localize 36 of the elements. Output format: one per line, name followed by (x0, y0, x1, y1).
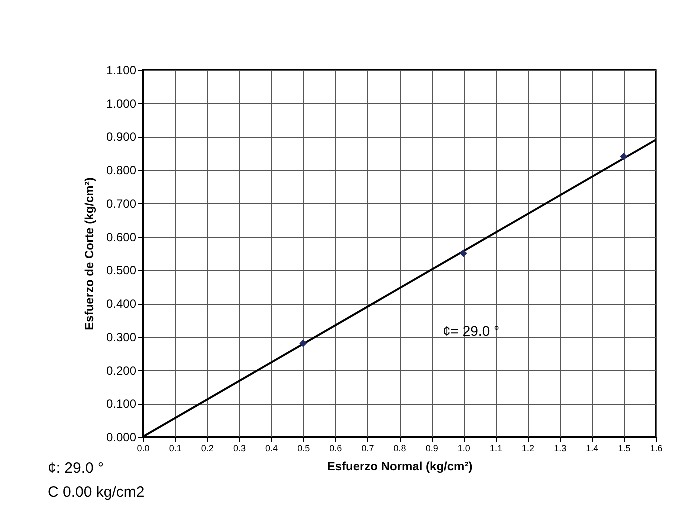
x-tick-label: 0.3 (233, 444, 246, 454)
x-tick-label: 0.5 (298, 444, 310, 454)
point (620, 153, 628, 160)
text: C 0.00 kg/cm2 (48, 484, 145, 501)
x-tick-label: 0.1 (169, 444, 182, 454)
y-tick-label: 0.400 (106, 297, 137, 312)
x-axis-title: Esfuerzo Normal (kg/cm²) (327, 460, 473, 474)
x-tick-label: 1.0 (458, 444, 470, 454)
y-tick-label: 0.900 (106, 130, 137, 144)
x-tick-label: 0.2 (201, 444, 214, 454)
x-tick-label: 1.6 (650, 444, 663, 454)
y-tick-label: 0.800 (106, 164, 137, 178)
x-tick-label: 1.3 (554, 444, 567, 454)
x-tick-label: 1.2 (522, 444, 535, 454)
x-tick-label: 0.4 (265, 444, 278, 454)
x-tick-label: 0.0 (137, 444, 150, 454)
y-tick-label: 0.000 (106, 430, 137, 444)
y-tick-label: 0.600 (106, 230, 137, 244)
x-tick-label: 0.8 (394, 444, 406, 454)
y-tick-label: 1.000 (106, 96, 137, 111)
y-tick-label: 0.700 (106, 196, 137, 211)
text: ¢: 29.0 ° (48, 460, 104, 477)
x-tick-label: 1.4 (586, 444, 599, 454)
x-tick-label: 0.7 (362, 444, 374, 454)
x-tick-label: 1.5 (618, 444, 631, 454)
x-tick-label: 1.1 (490, 444, 502, 454)
y-tick-label: 1.100 (106, 64, 137, 78)
point (460, 250, 468, 258)
y-axis-title: Esfuerzo de Corte (kg/cm²) (82, 178, 96, 330)
x-tick-label: 0.6 (330, 444, 342, 454)
point (300, 340, 308, 348)
y-tick-label: 0.200 (106, 364, 137, 378)
y-tick-label: 0.100 (106, 397, 137, 412)
x-tick-label: 0.9 (426, 444, 438, 454)
y-tick-label: 0.300 (106, 330, 137, 344)
y-tick-label: 0.500 (106, 264, 137, 278)
